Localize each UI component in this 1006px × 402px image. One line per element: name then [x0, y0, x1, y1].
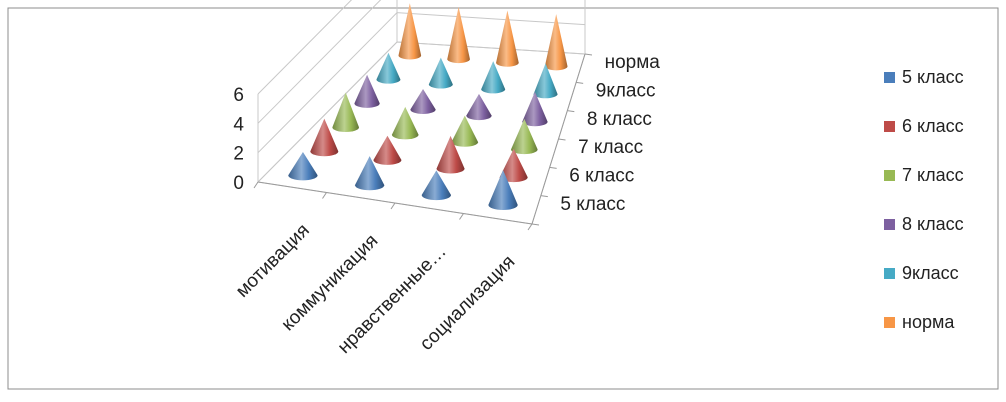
- cone-mark: [398, 3, 422, 60]
- legend-label: 8 класс: [902, 214, 964, 234]
- z-tick-label: 6: [233, 85, 244, 106]
- depth-axis-labels: 5 класс 6 класс 7 класс 8 класс 9класс норма: [560, 52, 660, 215]
- cone-body: [373, 135, 402, 165]
- cone-body: [451, 115, 479, 147]
- category-tick: [390, 202, 396, 210]
- cone-body: [496, 10, 519, 67]
- cone-body: [436, 135, 465, 174]
- cone-mark: [373, 135, 402, 165]
- cone-body: [310, 118, 339, 157]
- cone-body: [522, 91, 548, 127]
- depth-tick: [567, 110, 575, 113]
- legend-label: норма: [902, 312, 955, 332]
- cone-body: [332, 92, 360, 133]
- cone-body: [499, 148, 528, 183]
- cone-body: [376, 52, 401, 84]
- depth-tick: [576, 81, 584, 84]
- cone-body: [481, 61, 506, 94]
- legend-label: 6 класс: [902, 116, 964, 136]
- cone-body: [510, 118, 538, 155]
- cone-mark: [496, 10, 519, 67]
- cone-body: [410, 89, 436, 114]
- cone-mark: [421, 170, 452, 201]
- category-tick: [322, 192, 327, 199]
- cone-mark: [288, 152, 318, 181]
- legend-label: 5 класс: [902, 67, 964, 87]
- z-tick-label: 4: [233, 114, 244, 135]
- cone-mark: [410, 89, 436, 114]
- z-gridline: [257, 0, 353, 95]
- cone-mark: [481, 61, 506, 94]
- cone-body: [421, 170, 452, 201]
- cone-body: [447, 6, 470, 64]
- depth-tick: [540, 195, 548, 198]
- legend-label: 7 класс: [902, 165, 964, 185]
- cone-mark: [354, 74, 380, 108]
- cone-body: [466, 93, 492, 121]
- chart-cones: [288, 3, 568, 211]
- legend-swatch: [884, 317, 895, 328]
- cone-body: [533, 63, 558, 99]
- z-gridline: [257, 0, 382, 124]
- depth-tick: [531, 223, 540, 226]
- depth-label: норма: [605, 52, 661, 73]
- depth-label: 5 класс: [560, 194, 625, 215]
- cone-mark: [428, 57, 453, 89]
- legend-label: 9класс: [902, 263, 959, 283]
- legend-swatch: [884, 219, 895, 230]
- category-tick: [253, 181, 259, 189]
- chart-grid: [253, 0, 593, 231]
- cone-mark: [354, 156, 385, 191]
- cone-body: [428, 57, 453, 89]
- cone-mark: [466, 93, 492, 121]
- cone-mark: [544, 14, 568, 71]
- z-tick-label: 2: [233, 144, 244, 165]
- cone-mark: [533, 63, 558, 99]
- cone-mark: [447, 6, 470, 64]
- depth-tick: [549, 166, 557, 169]
- legend-swatch: [884, 121, 895, 132]
- cone-mark: [451, 115, 479, 147]
- category-tick: [459, 213, 464, 220]
- legend-swatch: [884, 170, 895, 181]
- depth-tick: [584, 53, 593, 56]
- cone-body: [544, 14, 568, 71]
- legend-swatch: [884, 72, 895, 83]
- depth-label: 8 класс: [587, 109, 652, 130]
- cone-body: [391, 106, 419, 140]
- cone-mark: [332, 92, 360, 133]
- cone-body: [398, 3, 422, 60]
- cone-mark: [488, 170, 518, 211]
- cone-mark: [522, 91, 548, 127]
- depth-label: 9класс: [596, 81, 656, 102]
- category-tick: [527, 223, 533, 231]
- cone-mark: [499, 148, 528, 183]
- cone-mark: [391, 106, 419, 140]
- depth-label: 7 класс: [578, 137, 643, 158]
- z-tick-label: 0: [233, 173, 244, 194]
- cone-body: [288, 152, 318, 181]
- cone-mark: [376, 52, 401, 84]
- cone-mark: [310, 118, 339, 157]
- legend-swatch: [884, 268, 895, 279]
- cone-mark: [436, 135, 465, 174]
- cone-body: [354, 74, 380, 108]
- depth-tick: [558, 138, 566, 141]
- cone-mark: [510, 118, 538, 155]
- cone-body: [354, 156, 385, 191]
- chart-legend: 5 класс 6 класс 7 класс 8 класс 9класс норма: [884, 67, 964, 332]
- depth-label: 6 класс: [569, 166, 634, 187]
- z-axis-ticks: 0 2 4 6: [233, 85, 244, 194]
- cone-body: [488, 170, 518, 211]
